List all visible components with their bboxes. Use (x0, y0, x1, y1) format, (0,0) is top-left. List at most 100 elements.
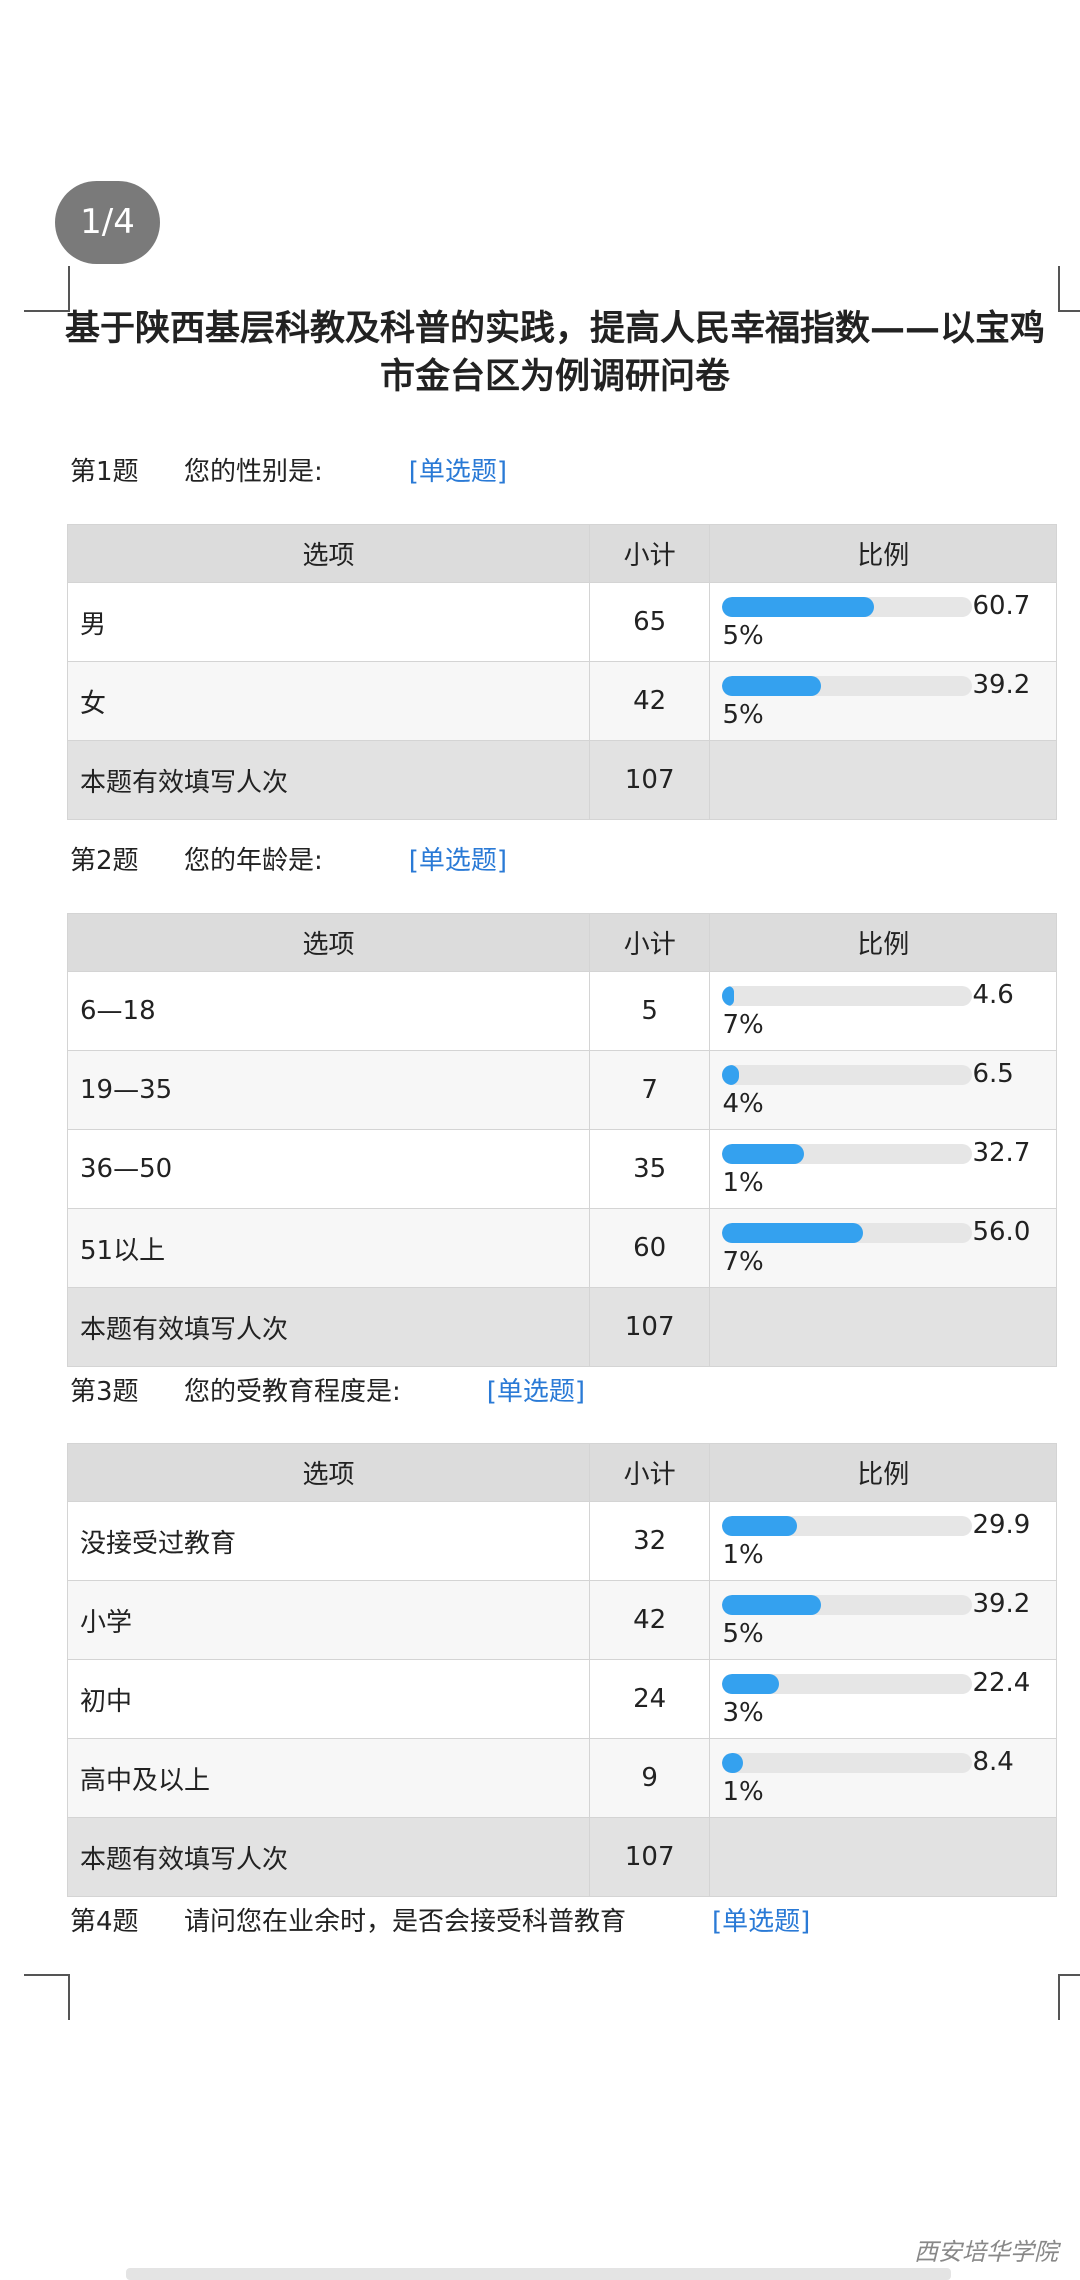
question-text: 您的受教育程度是: (184, 1377, 401, 1407)
total-label: 本题有效填写人次 (67, 1287, 590, 1367)
ratio-label: 29.91% (722, 1510, 1031, 1570)
ratio-bar (722, 1515, 798, 1536)
question-number: 第4题 (70, 1907, 139, 1937)
question-line: 第3题 您的受教育程度是: [单选题] (70, 1371, 585, 1408)
ratio-label: 32.71% (722, 1138, 1031, 1198)
count-cell: 7 (588, 1050, 711, 1130)
data-row: 女 42 39.25% (67, 661, 1057, 741)
total-count: 107 (588, 1817, 711, 1897)
header-cell: 比例 (709, 524, 1057, 583)
ratio-bar (722, 1064, 739, 1085)
result-table: 选项 小计 比例 6—18 5 4.67% 19—35 7 6.54% 36—50 35 32.71%… (67, 913, 1057, 1367)
header-cell: 选项 (67, 1443, 590, 1502)
watermark: 西安培华学院 (914, 2238, 1058, 2266)
page-indicator: 1/4 (55, 181, 160, 264)
total-row: 本题有效填写人次 107 (67, 1287, 1057, 1367)
ratio-track (722, 1594, 973, 1615)
ratio-cell: 56.07% (709, 1208, 1057, 1288)
question-type: [单选题] (408, 846, 508, 876)
ratio-label: 8.41% (722, 1747, 1014, 1807)
ratio-bar (722, 1143, 805, 1164)
data-row: 51以上 60 56.07% (67, 1208, 1057, 1288)
header-cell: 比例 (709, 913, 1057, 972)
header-row: 选项 小计 比例 (67, 1443, 1057, 1502)
ratio-track (722, 1222, 973, 1243)
question-type: [单选题] (486, 1377, 586, 1407)
ratio-bar (722, 1594, 821, 1615)
ratio-label: 39.25% (722, 1589, 1031, 1649)
ratio-label: 22.43% (722, 1668, 1031, 1728)
question-text: 请问您在业余时，是否会接受科普教育 (184, 1907, 627, 1937)
option-cell: 小学 (67, 1580, 590, 1660)
ratio-track (722, 1673, 973, 1694)
ratio-track (722, 1064, 973, 1085)
data-row: 没接受过教育 32 29.91% (67, 1501, 1057, 1581)
data-row: 高中及以上 9 8.41% (67, 1738, 1057, 1818)
ratio-cell: 60.75% (709, 582, 1057, 662)
ratio-label: 4.67% (722, 980, 1014, 1040)
ratio-cell: 39.25% (709, 1580, 1057, 1660)
option-cell: 6—18 (67, 971, 590, 1051)
ratio-track (722, 1515, 973, 1536)
bottom-bar (126, 2268, 951, 2280)
total-row: 本题有效填写人次 107 (67, 740, 1057, 820)
ratio-cell: 32.71% (709, 1129, 1057, 1209)
survey-title: 基于陕西基层科教及科普的实践，提高人民幸福指数——以宝鸡市金台区为例调研问卷 (64, 309, 1045, 397)
crop-mark (24, 266, 70, 312)
total-empty (709, 1287, 1057, 1367)
count-cell: 5 (588, 971, 711, 1051)
option-cell: 没接受过教育 (67, 1501, 590, 1581)
ratio-cell: 29.91% (709, 1501, 1057, 1581)
ratio-track (722, 596, 973, 617)
total-empty (709, 740, 1057, 820)
ratio-cell: 4.67% (709, 971, 1057, 1051)
total-empty (709, 1817, 1057, 1897)
ratio-cell: 22.43% (709, 1659, 1057, 1739)
question-number: 第1题 (70, 457, 139, 487)
question-number: 第3题 (70, 1377, 139, 1407)
crop-mark (1058, 1974, 1080, 2020)
ratio-label: 6.54% (722, 1059, 1014, 1119)
ratio-bar (722, 1752, 744, 1773)
result-table: 选项 小计 比例男 65 60.75% 女 42 39.25% 本题有效填写人次 107 (67, 524, 1057, 820)
question-type: [单选题] (408, 457, 508, 487)
ratio-bar (722, 1673, 779, 1694)
ratio-cell: 8.41% (709, 1738, 1057, 1818)
header-cell: 选项 (67, 524, 590, 583)
data-row: 初中 24 22.43% (67, 1659, 1057, 1739)
ratio-bar (722, 596, 875, 617)
ratio-cell: 39.25% (709, 661, 1057, 741)
ratio-bar (722, 675, 821, 696)
ratio-track (722, 675, 973, 696)
header-cell: 选项 (67, 913, 590, 972)
count-cell: 9 (588, 1738, 711, 1818)
count-cell: 65 (588, 582, 711, 662)
ratio-label: 56.07% (722, 1217, 1031, 1277)
count-cell: 32 (588, 1501, 711, 1581)
option-cell: 36—50 (67, 1129, 590, 1209)
total-row: 本题有效填写人次 107 (67, 1817, 1057, 1897)
header-cell: 小计 (588, 1443, 711, 1502)
question-number: 第2题 (70, 846, 139, 876)
option-cell: 19—35 (67, 1050, 590, 1130)
question-type: [单选题] (712, 1907, 811, 1937)
count-cell: 42 (588, 1580, 711, 1660)
header-row: 选项 小计 比例 (67, 913, 1057, 972)
question-text: 您的性别是: (184, 457, 323, 487)
ratio-bar (722, 1222, 863, 1243)
ratio-label: 60.75% (722, 591, 1031, 651)
question-line: 第1题 您的性别是: [单选题] (70, 451, 507, 488)
total-count: 107 (588, 740, 711, 820)
ratio-label: 39.25% (722, 670, 1031, 730)
count-cell: 24 (588, 1659, 711, 1739)
data-row: 小学 42 39.25% (67, 1580, 1057, 1660)
option-cell: 高中及以上 (67, 1738, 590, 1818)
header-cell: 比例 (709, 1443, 1057, 1502)
option-cell: 初中 (67, 1659, 590, 1739)
ratio-track (722, 1752, 973, 1773)
result-table: 选项 小计 比例 没接受过教育 32 29.91% 小学 42 39.25% 初中 24 22.43%… (67, 1443, 1057, 1897)
data-row: 6—18 5 4.67% (67, 971, 1057, 1051)
data-row: 36—50 35 32.71% (67, 1129, 1057, 1209)
question-line: 第4题 请问您在业余时，是否会接受科普教育 [单选题] (70, 1901, 810, 1938)
